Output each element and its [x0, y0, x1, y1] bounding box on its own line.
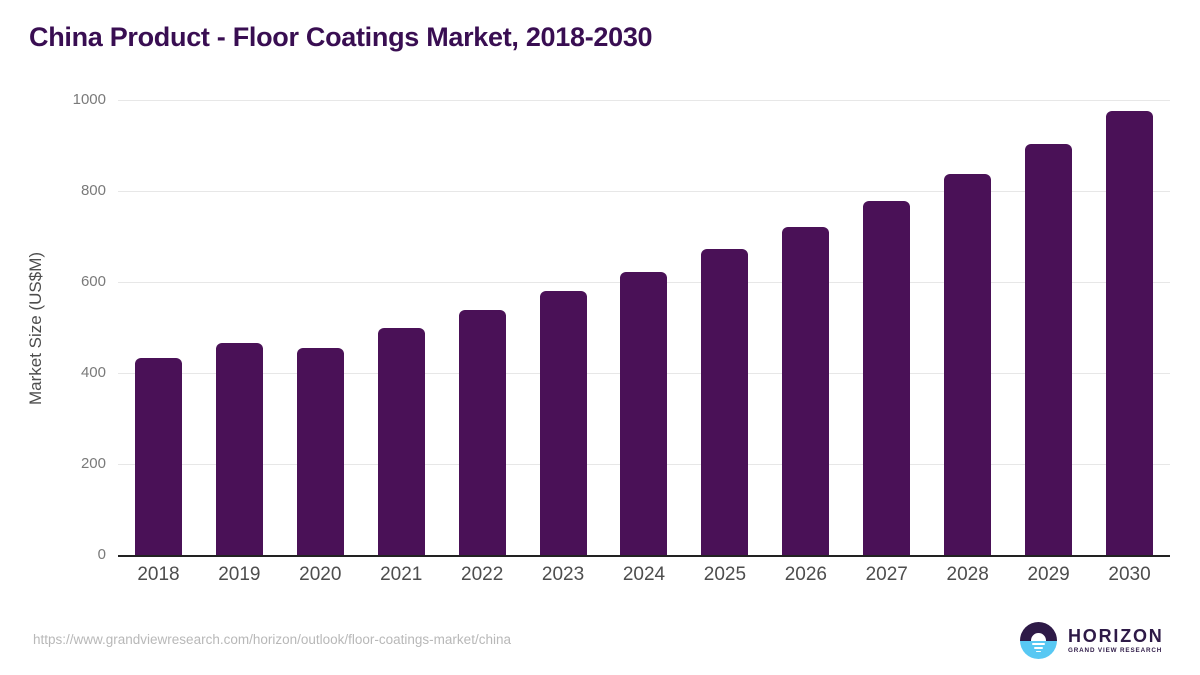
- bar-slot-2027: [846, 100, 927, 555]
- bar-slot-2021: [361, 100, 442, 555]
- x-axis-tick-labels: 2018 2019 2020 2021 2022 2023 2024 2025 2026 2027…: [118, 564, 1170, 586]
- y-axis-title: Market Size (US$M): [26, 251, 45, 406]
- x-tick-label-2021: 2021: [380, 564, 423, 585]
- logo-sun-shape: [1031, 633, 1046, 641]
- y-tick-label-200: 200: [80, 455, 106, 472]
- bar-series: [118, 100, 1170, 555]
- y-tick-label-400: 400: [80, 364, 106, 381]
- y-tick-label-0: 0: [97, 546, 106, 563]
- logo-reflection-line: [1034, 647, 1043, 649]
- gridline-800: [118, 191, 1170, 192]
- bar-2022: [458, 310, 506, 555]
- y-tick-label-1000: 1000: [72, 91, 106, 108]
- chart-title: China Product - Floor Coatings Market, 2…: [29, 22, 653, 52]
- logo-reflection-line: [1036, 650, 1041, 652]
- bar-2023: [539, 291, 587, 555]
- x-tick-label-2025: 2025: [703, 564, 747, 585]
- bar-slot-2023: [523, 100, 604, 555]
- bar-slot-2022: [442, 100, 523, 555]
- bar-2025: [701, 249, 749, 555]
- bar-2024: [620, 271, 668, 555]
- logo-tagline: GRAND VIEW RESEARCH: [1068, 647, 1163, 655]
- y-tick-label-600: 600: [80, 273, 106, 290]
- y-tick-label-800: 800: [80, 182, 106, 199]
- x-tick-label-2018: 2018: [137, 564, 180, 585]
- gridline-1000: [118, 100, 1170, 101]
- source-url-text: https://www.grandviewresearch.com/horizo…: [33, 632, 511, 647]
- horizon-logo: HORIZON GRAND VIEW RESEARCH: [1020, 622, 1164, 659]
- x-tick-label-2020: 2020: [299, 564, 342, 585]
- bar-2030: [1106, 110, 1154, 555]
- bar-slot-2019: [199, 100, 280, 555]
- logo-brand-name: HORIZON: [1068, 625, 1164, 646]
- x-tick-label-2030: 2030: [1108, 564, 1151, 585]
- bar-slot-2030: [1089, 100, 1170, 555]
- bar-2028: [944, 173, 992, 555]
- logo-sea-half: [1020, 640, 1057, 659]
- bar-2027: [863, 201, 911, 555]
- x-tick-label-2028: 2028: [946, 564, 989, 585]
- bar-2026: [782, 226, 830, 555]
- x-tick-label-2027: 2027: [865, 564, 908, 585]
- bar-2019: [215, 342, 263, 555]
- plot-area: [118, 100, 1170, 557]
- bar-slot-2024: [604, 100, 685, 555]
- bar-slot-2018: [118, 100, 199, 555]
- bar-slot-2028: [927, 100, 1008, 555]
- horizon-sun-icon: [1020, 622, 1057, 659]
- x-tick-label-2029: 2029: [1027, 564, 1070, 585]
- bar-2020: [296, 347, 344, 555]
- x-tick-label-2022: 2022: [461, 564, 504, 585]
- x-tick-label-2019: 2019: [218, 564, 261, 585]
- x-tick-label-2024: 2024: [622, 564, 666, 585]
- x-tick-label-2026: 2026: [784, 564, 827, 585]
- bar-slot-2026: [765, 100, 846, 555]
- bar-slot-2025: [684, 100, 765, 555]
- x-tick-label-2023: 2023: [541, 564, 585, 585]
- bar-2018: [134, 358, 182, 555]
- logo-text-block: HORIZON GRAND VIEW RESEARCH: [1068, 627, 1164, 655]
- logo-sky-half: [1020, 622, 1057, 641]
- logo-reflection-line: [1032, 643, 1045, 645]
- bar-slot-2029: [1008, 100, 1089, 555]
- bar-slot-2020: [280, 100, 361, 555]
- bar-2021: [377, 327, 425, 555]
- bar-2029: [1025, 144, 1073, 555]
